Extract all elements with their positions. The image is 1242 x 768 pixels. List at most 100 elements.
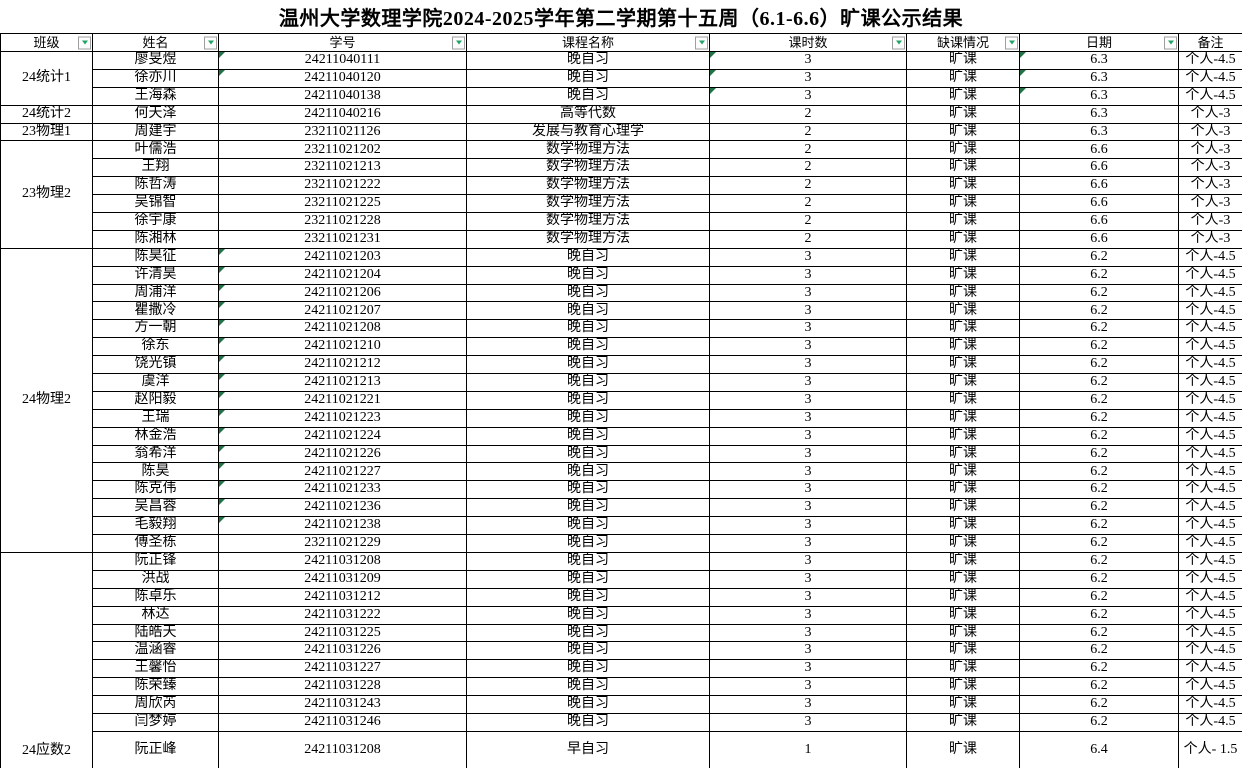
course-cell: 晚自习 bbox=[466, 516, 710, 536]
column-header-label: 学号 bbox=[329, 34, 356, 50]
status-cell: 旷课 bbox=[906, 158, 1020, 178]
id-cell: 24211021227 bbox=[218, 462, 467, 482]
remark-cell: 个人-4.5 bbox=[1178, 480, 1242, 500]
hours-cell: 3 bbox=[709, 587, 907, 607]
course-cell: 数学物理方法 bbox=[466, 140, 710, 160]
table-row: 陆皓天 24211031225 晚自习 3 旷课 6.2 个人-4.5 bbox=[1, 623, 1242, 643]
remark-cell: 个人-4.5 bbox=[1178, 534, 1242, 553]
date-cell: 6.2 bbox=[1019, 605, 1179, 625]
hours-cell: 2 bbox=[709, 104, 907, 124]
error-indicator-icon bbox=[710, 88, 716, 94]
name-cell: 王瑞 bbox=[92, 408, 219, 428]
table-row: 24统计2 何天泽 24211040216 高等代数 2 旷课 6.3 个人-3 bbox=[0, 104, 1242, 124]
date-cell: 6.2 bbox=[1019, 283, 1179, 303]
column-header-3: 学号 bbox=[218, 33, 467, 52]
course-cell: 数学物理方法 bbox=[466, 229, 710, 249]
date-cell: 6.2 bbox=[1019, 373, 1179, 392]
filter-dropdown-button[interactable] bbox=[695, 36, 708, 49]
name-cell: 瞿撒冷 bbox=[92, 301, 219, 321]
course-cell: 数学物理方法 bbox=[466, 194, 710, 214]
date-cell: 6.2 bbox=[1019, 551, 1179, 571]
date-cell: 6.2 bbox=[1019, 265, 1179, 285]
header-row: 班级 姓名 学号 课程名称 课时数 缺课情况 日期 备注 bbox=[0, 33, 1242, 52]
filter-dropdown-button[interactable] bbox=[78, 36, 91, 49]
table-row: 瞿撒冷 24211021207 晚自习 3 旷课 6.2 个人-4.5 bbox=[1, 301, 1242, 321]
id-cell: 23211021213 bbox=[218, 158, 467, 178]
course-cell: 晚自习 bbox=[466, 695, 710, 714]
remark-cell: 个人-4.5 bbox=[1178, 319, 1242, 339]
remark-cell: 个人-4.5 bbox=[1178, 355, 1242, 375]
table-row: 王瑞 24211021223 晚自习 3 旷课 6.2 个人-4.5 bbox=[1, 408, 1242, 428]
filter-dropdown-button[interactable] bbox=[1164, 36, 1177, 49]
id-cell: 24211021203 bbox=[218, 247, 467, 267]
filter-dropdown-button[interactable] bbox=[204, 36, 217, 49]
remark-cell: 个人-4.5 bbox=[1178, 337, 1242, 357]
class-group-cell: 23物理1 bbox=[0, 122, 93, 142]
filter-dropdown-button[interactable] bbox=[892, 36, 905, 49]
error-indicator-icon bbox=[219, 463, 225, 470]
course-cell: 晚自习 bbox=[466, 337, 710, 357]
id-cell: 24211040138 bbox=[218, 86, 467, 106]
date-cell: 6.2 bbox=[1019, 444, 1179, 464]
table-row: 许清昊 24211021204 晚自习 3 旷课 6.2 个人-4.5 bbox=[1, 265, 1242, 285]
remark-cell: 个人-4.5 bbox=[1178, 283, 1242, 303]
id-cell: 23211021229 bbox=[218, 534, 467, 553]
id-cell: 24211021208 bbox=[218, 319, 467, 339]
date-cell: 6.3 bbox=[1019, 104, 1179, 124]
date-cell: 6.6 bbox=[1019, 212, 1179, 231]
course-cell: 晚自习 bbox=[466, 283, 710, 303]
error-indicator-icon bbox=[219, 70, 225, 76]
table-row: 方一朝 24211021208 晚自习 3 旷课 6.2 个人-4.5 bbox=[1, 319, 1242, 339]
hours-cell: 1 bbox=[709, 730, 907, 768]
id-cell: 24211040120 bbox=[218, 68, 467, 88]
status-cell: 旷课 bbox=[906, 408, 1020, 428]
name-cell: 王翔 bbox=[92, 158, 219, 178]
hours-cell: 3 bbox=[709, 641, 907, 661]
id-cell: 24211021226 bbox=[218, 444, 467, 464]
remark-cell: 个人-4.5 bbox=[1178, 68, 1242, 88]
table-row: 洪战 24211031209 晚自习 3 旷课 6.2 个人-4.5 bbox=[1, 569, 1242, 589]
remark-cell: 个人-4.5 bbox=[1178, 408, 1242, 428]
id-cell: 24211031212 bbox=[218, 587, 467, 607]
hours-cell: 3 bbox=[709, 605, 907, 625]
table-row: 傅圣栋 23211021229 晚自习 3 旷课 6.2 个人-4.5 bbox=[1, 534, 1242, 553]
date-cell: 6.2 bbox=[1019, 319, 1179, 339]
hours-cell: 3 bbox=[709, 516, 907, 536]
table-row: 翁希洋 24211021226 晚自习 3 旷课 6.2 个人-4.5 bbox=[1, 444, 1242, 464]
id-cell: 23211021222 bbox=[218, 176, 467, 196]
date-cell: 6.3 bbox=[1019, 51, 1179, 70]
date-cell: 6.6 bbox=[1019, 229, 1179, 249]
remark-cell: 个人-4.5 bbox=[1178, 569, 1242, 589]
filter-dropdown-button[interactable] bbox=[452, 36, 465, 49]
remark-cell: 个人-4.5 bbox=[1178, 695, 1242, 714]
error-indicator-icon bbox=[219, 374, 225, 381]
hours-cell: 3 bbox=[709, 569, 907, 589]
course-cell: 晚自习 bbox=[466, 551, 710, 571]
hours-cell: 3 bbox=[709, 659, 907, 679]
column-header-4: 课程名称 bbox=[466, 33, 710, 52]
filter-dropdown-button[interactable] bbox=[1005, 36, 1018, 49]
remark-cell: 个人-3 bbox=[1178, 212, 1242, 231]
status-cell: 旷课 bbox=[906, 194, 1020, 214]
name-cell: 何天泽 bbox=[92, 104, 219, 124]
course-cell: 晚自习 bbox=[466, 677, 710, 697]
status-cell: 旷课 bbox=[906, 444, 1020, 464]
table-row: 24应数2 阮正锋 24211031208 晚自习 3 旷课 6.2 个人-4.5 bbox=[0, 551, 1242, 768]
name-cell: 陈克伟 bbox=[92, 480, 219, 500]
column-header-6: 缺课情况 bbox=[906, 33, 1020, 52]
remark-cell: 个人-4.5 bbox=[1178, 551, 1242, 571]
status-cell: 旷课 bbox=[906, 122, 1020, 142]
hours-cell: 3 bbox=[709, 695, 907, 714]
course-cell: 晚自习 bbox=[466, 444, 710, 464]
status-cell: 旷课 bbox=[906, 426, 1020, 446]
course-cell: 晚自习 bbox=[466, 301, 710, 321]
hours-cell: 3 bbox=[709, 301, 907, 321]
chevron-down-icon bbox=[698, 40, 705, 45]
name-cell: 徐宇康 bbox=[92, 212, 219, 231]
error-indicator-icon bbox=[219, 320, 225, 327]
name-cell: 温涵睿 bbox=[92, 641, 219, 661]
status-cell: 旷课 bbox=[906, 247, 1020, 267]
hours-cell: 3 bbox=[709, 444, 907, 464]
remark-cell: 个人-4.5 bbox=[1178, 51, 1242, 70]
name-cell: 陆皓天 bbox=[92, 623, 219, 643]
